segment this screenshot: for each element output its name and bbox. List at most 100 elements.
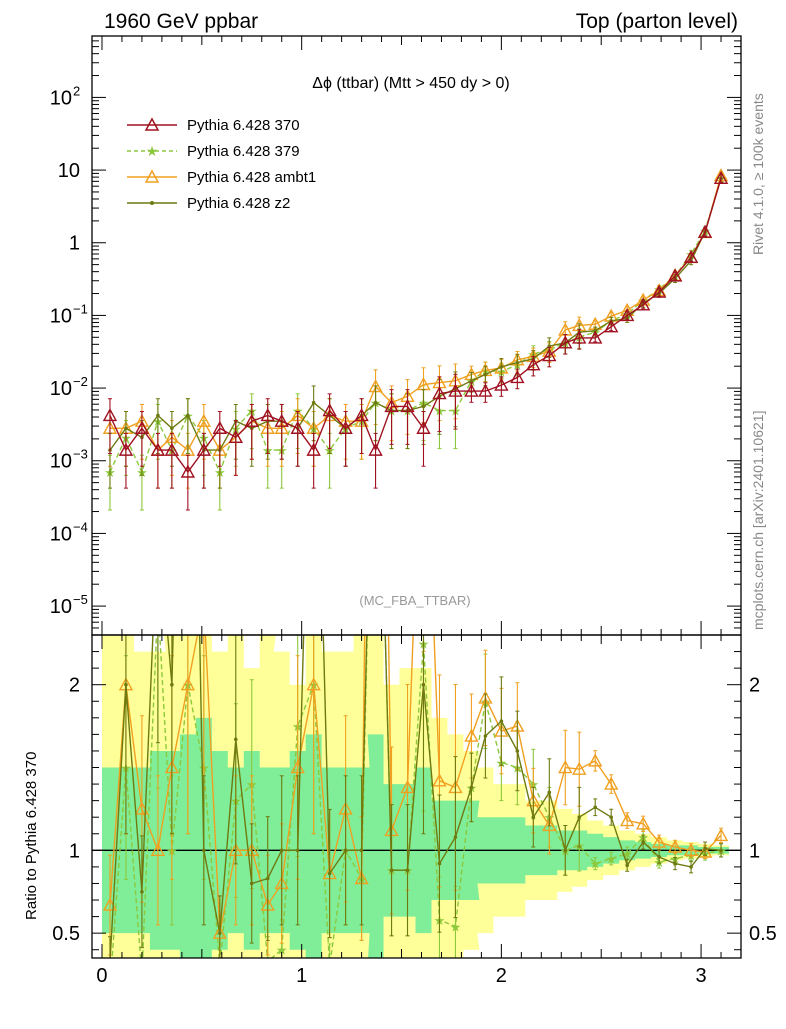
ratio-point-z2 [609, 815, 613, 820]
top-point-p370 [118, 442, 134, 456]
top-y-tick-base: 10 [50, 87, 72, 109]
top-y-tick-base: 10 [50, 451, 72, 473]
ratio-point-z2 [437, 861, 442, 866]
chart-dynamic-layer: ★★★★★★★★★ ★★★★★★ ★★ ★ ★★ ★★ ★★★★★★★★★★★★★★★★★★… [50, 35, 777, 987]
top-point-p370 [478, 383, 493, 397]
top-y-tick-label: 10 −2 [50, 374, 88, 400]
top-point-p370 [196, 442, 212, 456]
ratio-point-z2 [140, 889, 144, 894]
top-y-tick-exp: −1 [73, 301, 88, 316]
ratio-point-p379: ★ [152, 595, 164, 610]
top-y-tick-exp: −3 [73, 447, 88, 462]
ratio-point-z2 [577, 815, 582, 820]
top-y-tick-base: 1 [69, 233, 80, 255]
ratio-line-z2 [109, 635, 722, 958]
ratio-point-z2 [312, 269, 316, 273]
top-point-p370 [150, 442, 166, 456]
top-y-tick-base: 10 [50, 596, 72, 618]
ratio-point-ambt1 [651, 834, 667, 848]
top-y-tick-base: 10 [50, 523, 72, 545]
top-point-p370 [588, 330, 603, 344]
top-point-z2 [124, 426, 128, 431]
top-point-z2 [373, 400, 378, 405]
x-tick-label: 0 [96, 965, 107, 987]
legend-marker-p379: ★ [146, 143, 159, 159]
ratio-y-tick-label: 1 [69, 840, 80, 862]
top-point-p370 [713, 170, 729, 185]
top-point-p370 [354, 407, 369, 422]
ratio-point-z2 [719, 848, 723, 853]
top-line-ambt1 [110, 175, 722, 452]
ratio-point-ambt1 [713, 827, 729, 842]
top-point-p370 [432, 386, 447, 400]
top-point-p370 [572, 330, 587, 344]
top-point-p370 [667, 268, 683, 282]
top-line-p379 [109, 177, 722, 474]
ratio-point-z2 [499, 719, 504, 723]
top-y-tick-exp: −2 [73, 374, 88, 389]
top-point-p370 [212, 420, 227, 434]
top-y-tick-label: 10 −1 [50, 301, 88, 327]
x-tick-label: 2 [496, 965, 507, 987]
top-y-tick-label: 10 [58, 160, 80, 182]
x-tick-label: 1 [296, 965, 307, 987]
top-y-tick-base: 10 [50, 305, 72, 327]
top-point-p370 [494, 377, 509, 391]
top-point-p370 [244, 413, 259, 427]
top-point-p370 [510, 370, 525, 384]
ratio-point-ambt1 [588, 753, 603, 767]
top-point-z2 [170, 426, 174, 431]
ratio-y-tick-label-right: 2 [749, 675, 760, 697]
top-point-p370 [274, 413, 289, 427]
ratio-point-ambt1 [180, 677, 196, 691]
ratio-point-z2 [124, 682, 128, 687]
ratio-point-z2 [265, 876, 270, 881]
ratio-point-z2 [343, 848, 348, 853]
ratio-point-z2 [593, 805, 598, 810]
ratio-point-ambt1 [306, 677, 321, 691]
top-point-p370 [164, 442, 180, 456]
top-y-tick-exp: −5 [73, 592, 88, 607]
legend-label-ambt1: Pythia 6.428 ambt1 [187, 169, 316, 186]
ratio-bands [92, 635, 741, 958]
ratio-point-z2 [531, 815, 536, 820]
ratio-y-tick-label-right: 1 [749, 840, 760, 862]
top-point-p370 [102, 407, 118, 422]
legend-label-p379: Pythia 6.428 379 [187, 143, 300, 160]
top-point-p370 [260, 407, 275, 422]
ratio-point-p379: ★ [262, 954, 274, 969]
ratio-point-z2 [515, 749, 520, 753]
legend-entry-ambt1: Pythia 6.428 ambt1 [127, 169, 316, 186]
top-point-p370 [526, 357, 541, 371]
ratio-point-z2 [641, 840, 645, 844]
top-y-tick-label: 10 2 [50, 83, 80, 109]
legend-entry-p370: Pythia 6.428 370 [127, 117, 300, 134]
ratio-point-z2 [703, 846, 707, 851]
ratio-point-z2 [421, 682, 426, 687]
ratio-point-z2 [359, 848, 364, 853]
legend-marker-z2 [150, 201, 154, 205]
top-point-z2 [156, 413, 160, 418]
top-point-z2 [421, 404, 426, 409]
top-y-tick-base: 10 [50, 378, 72, 400]
ratio-point-ambt1 [683, 842, 699, 857]
top-point-p370 [306, 442, 321, 456]
ratio-point-ambt1 [198, 596, 210, 607]
ratio-point-p379: ★ [324, 959, 336, 974]
ratio-point-z2 [170, 682, 174, 687]
top-point-p370 [290, 420, 305, 434]
ratio-y-tick-label: 0.5 [52, 923, 80, 945]
side-text-top: Rivet 4.1.0, ≥ 100k events [750, 93, 766, 255]
ratio-point-z2 [625, 863, 629, 868]
ratio-point-ambt1 [604, 776, 619, 790]
ratio-point-z2 [469, 785, 474, 790]
top-point-p370 [368, 442, 383, 456]
ratio-point-z2 [202, 848, 206, 853]
top-line-z2 [109, 178, 722, 451]
ratio-point-z2 [547, 790, 552, 795]
ratio-point-z2 [405, 868, 410, 873]
top-point-p370 [322, 403, 337, 417]
top-y-tick-label: 1 [69, 233, 80, 255]
ratio-point-z2 [563, 848, 568, 853]
top-point-p370 [697, 224, 713, 238]
